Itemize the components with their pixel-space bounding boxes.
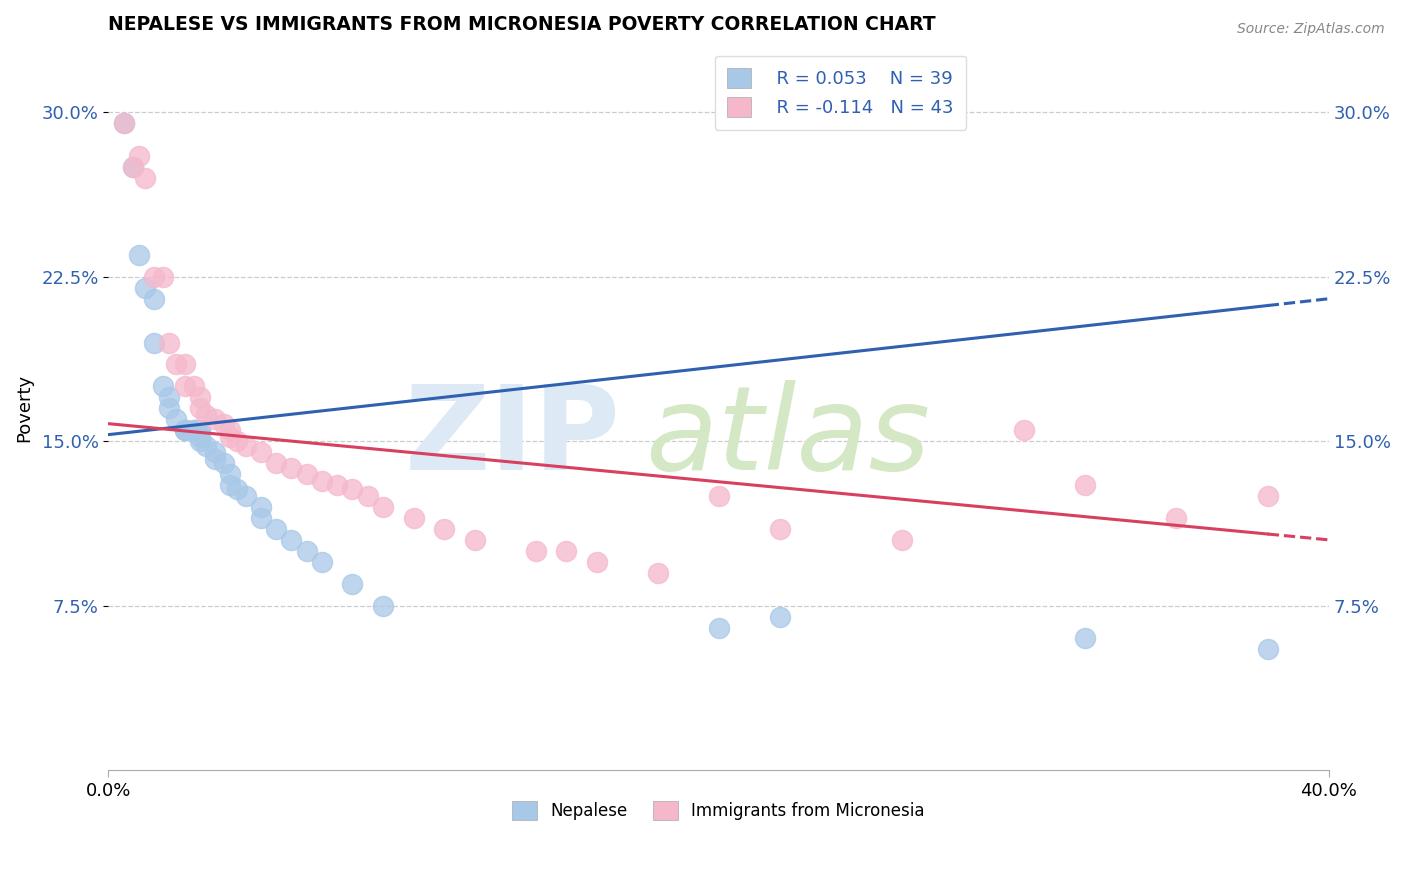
Point	[219, 478, 242, 492]
Point	[188, 401, 211, 416]
Point	[1166, 511, 1188, 525]
Text: ZIP: ZIP	[405, 380, 621, 495]
Point	[219, 423, 242, 437]
Point	[173, 423, 195, 437]
Point	[128, 248, 150, 262]
Point	[121, 160, 143, 174]
Text: Source: ZipAtlas.com: Source: ZipAtlas.com	[1237, 22, 1385, 37]
Point	[152, 269, 174, 284]
Point	[342, 483, 364, 497]
Point	[371, 599, 394, 613]
Point	[134, 171, 156, 186]
Point	[173, 423, 195, 437]
Point	[112, 116, 135, 130]
Point	[173, 358, 195, 372]
Point	[188, 423, 211, 437]
Point	[219, 467, 242, 481]
Point	[264, 522, 287, 536]
Point	[555, 543, 578, 558]
Point	[204, 451, 226, 466]
Point	[1012, 423, 1035, 437]
Point	[165, 358, 187, 372]
Point	[128, 149, 150, 163]
Point	[402, 511, 425, 525]
Point	[204, 445, 226, 459]
Point	[280, 533, 302, 547]
Point	[707, 489, 730, 503]
Point	[195, 439, 218, 453]
Point	[159, 390, 181, 404]
Point	[183, 379, 205, 393]
Point	[250, 445, 273, 459]
Point	[311, 474, 333, 488]
Point	[1257, 489, 1279, 503]
Point	[280, 460, 302, 475]
Point	[143, 269, 166, 284]
Point	[235, 439, 257, 453]
Point	[326, 478, 349, 492]
Point	[295, 467, 318, 481]
Point	[219, 430, 242, 444]
Point	[295, 543, 318, 558]
Point	[159, 335, 181, 350]
Point	[647, 566, 669, 580]
Point	[225, 434, 247, 449]
Point	[188, 423, 211, 437]
Point	[165, 412, 187, 426]
Point	[311, 555, 333, 569]
Point	[195, 408, 218, 422]
Point	[1073, 632, 1095, 646]
Text: NEPALESE VS IMMIGRANTS FROM MICRONESIA POVERTY CORRELATION CHART: NEPALESE VS IMMIGRANTS FROM MICRONESIA P…	[108, 15, 936, 34]
Point	[204, 412, 226, 426]
Point	[1257, 642, 1279, 657]
Point	[188, 430, 211, 444]
Point	[214, 456, 236, 470]
Point	[768, 609, 790, 624]
Point	[342, 576, 364, 591]
Point	[371, 500, 394, 514]
Point	[264, 456, 287, 470]
Y-axis label: Poverty: Poverty	[15, 375, 32, 442]
Point	[183, 423, 205, 437]
Point	[159, 401, 181, 416]
Point	[143, 335, 166, 350]
Point	[768, 522, 790, 536]
Point	[1073, 478, 1095, 492]
Point	[235, 489, 257, 503]
Point	[143, 292, 166, 306]
Point	[134, 281, 156, 295]
Point	[183, 423, 205, 437]
Point	[585, 555, 607, 569]
Point	[357, 489, 380, 503]
Point	[250, 500, 273, 514]
Point	[225, 483, 247, 497]
Text: atlas: atlas	[645, 380, 931, 494]
Point	[464, 533, 486, 547]
Point	[188, 390, 211, 404]
Point	[707, 621, 730, 635]
Point	[214, 417, 236, 431]
Point	[524, 543, 547, 558]
Point	[433, 522, 456, 536]
Point	[250, 511, 273, 525]
Point	[188, 434, 211, 449]
Point	[152, 379, 174, 393]
Point	[112, 116, 135, 130]
Point	[890, 533, 912, 547]
Point	[121, 160, 143, 174]
Point	[173, 423, 195, 437]
Point	[173, 379, 195, 393]
Legend: Nepalese, Immigrants from Micronesia: Nepalese, Immigrants from Micronesia	[506, 795, 931, 827]
